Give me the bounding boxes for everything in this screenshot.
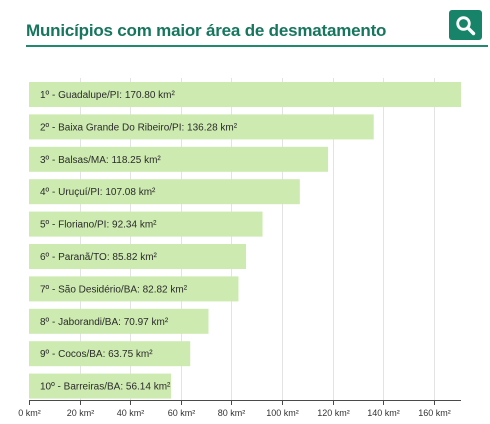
bar[interactable] — [29, 179, 300, 205]
bar-label: 1º - Guadalupe/PI: 170.80 km² — [40, 90, 176, 101]
bar-label: 4º - Uruçuí/PI: 107.08 km² — [40, 187, 156, 198]
title-divider — [26, 45, 488, 47]
bar[interactable] — [29, 146, 329, 172]
bar-label: 3º - Balsas/MA: 118.25 km² — [40, 155, 161, 166]
bar[interactable] — [29, 244, 247, 269]
x-tick-label: 40 km² — [117, 408, 145, 418]
x-tick-label: 140 km² — [367, 408, 400, 418]
bar-label: 8º - Jaborandi/BA: 70.97 km² — [40, 317, 169, 328]
x-tick-label: 20 km² — [67, 408, 95, 418]
x-tick-label: 120 km² — [317, 408, 350, 418]
bar[interactable] — [29, 341, 191, 367]
x-tick-label: 160 km² — [418, 408, 451, 418]
bar[interactable] — [29, 373, 171, 399]
bar[interactable] — [29, 211, 263, 237]
bar[interactable] — [29, 82, 461, 107]
bar-label: 5º - Floriano/PI: 92.34 km² — [40, 220, 157, 231]
bar[interactable] — [29, 308, 209, 334]
search-button[interactable] — [449, 10, 482, 40]
bar-label: 10º - Barreiras/BA: 56.14 km² — [40, 382, 171, 393]
x-tick-label: 60 km² — [168, 408, 196, 418]
bar-label: 6º - Paranã/TO: 85.82 km² — [40, 252, 158, 263]
x-tick-label: 80 km² — [218, 408, 246, 418]
x-tick-label: 0 km² — [18, 408, 41, 418]
search-icon — [456, 16, 476, 36]
bar-label: 7º - São Desidério/BA: 82.82 km² — [40, 284, 188, 295]
x-tick-label: 100 km² — [266, 408, 299, 418]
chart-title: Municípios com maior área de desmatament… — [26, 21, 387, 40]
bar[interactable] — [29, 114, 374, 140]
bar-label: 2º - Baixa Grande Do Ribeiro/PI: 136.28 … — [40, 122, 238, 133]
bar[interactable] — [29, 276, 239, 302]
bar-label: 9º - Cocos/BA: 63.75 km² — [40, 349, 153, 360]
